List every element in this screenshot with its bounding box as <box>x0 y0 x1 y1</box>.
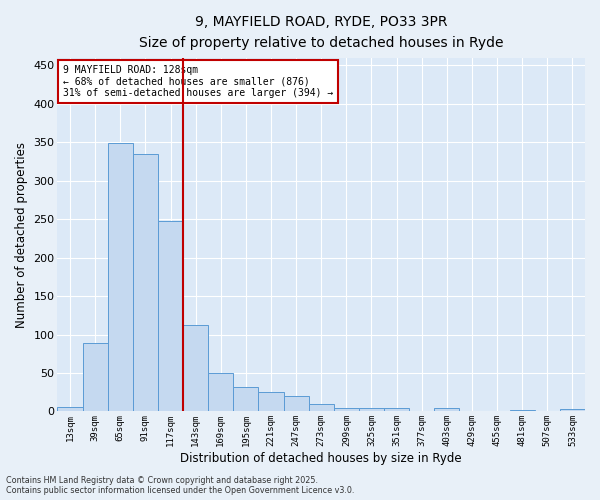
Bar <box>434 408 460 412</box>
Bar <box>133 154 158 411</box>
Bar <box>183 326 208 412</box>
Text: Contains HM Land Registry data © Crown copyright and database right 2025.
Contai: Contains HM Land Registry data © Crown c… <box>6 476 355 495</box>
Text: 9 MAYFIELD ROAD: 128sqm
← 68% of detached houses are smaller (876)
31% of semi-d: 9 MAYFIELD ROAD: 128sqm ← 68% of detache… <box>63 65 333 98</box>
Bar <box>384 408 409 412</box>
Bar <box>509 410 535 412</box>
Bar <box>208 373 233 412</box>
Bar <box>83 343 108 411</box>
Bar <box>158 222 183 412</box>
Bar <box>359 408 384 412</box>
X-axis label: Distribution of detached houses by size in Ryde: Distribution of detached houses by size … <box>181 452 462 465</box>
Title: 9, MAYFIELD ROAD, RYDE, PO33 3PR
Size of property relative to detached houses in: 9, MAYFIELD ROAD, RYDE, PO33 3PR Size of… <box>139 15 503 50</box>
Bar <box>334 408 359 412</box>
Bar <box>308 404 334 411</box>
Y-axis label: Number of detached properties: Number of detached properties <box>15 142 28 328</box>
Bar <box>284 396 308 411</box>
Bar <box>233 387 259 411</box>
Bar <box>259 392 284 411</box>
Bar <box>108 143 133 411</box>
Bar <box>560 409 585 412</box>
Bar <box>58 407 83 412</box>
